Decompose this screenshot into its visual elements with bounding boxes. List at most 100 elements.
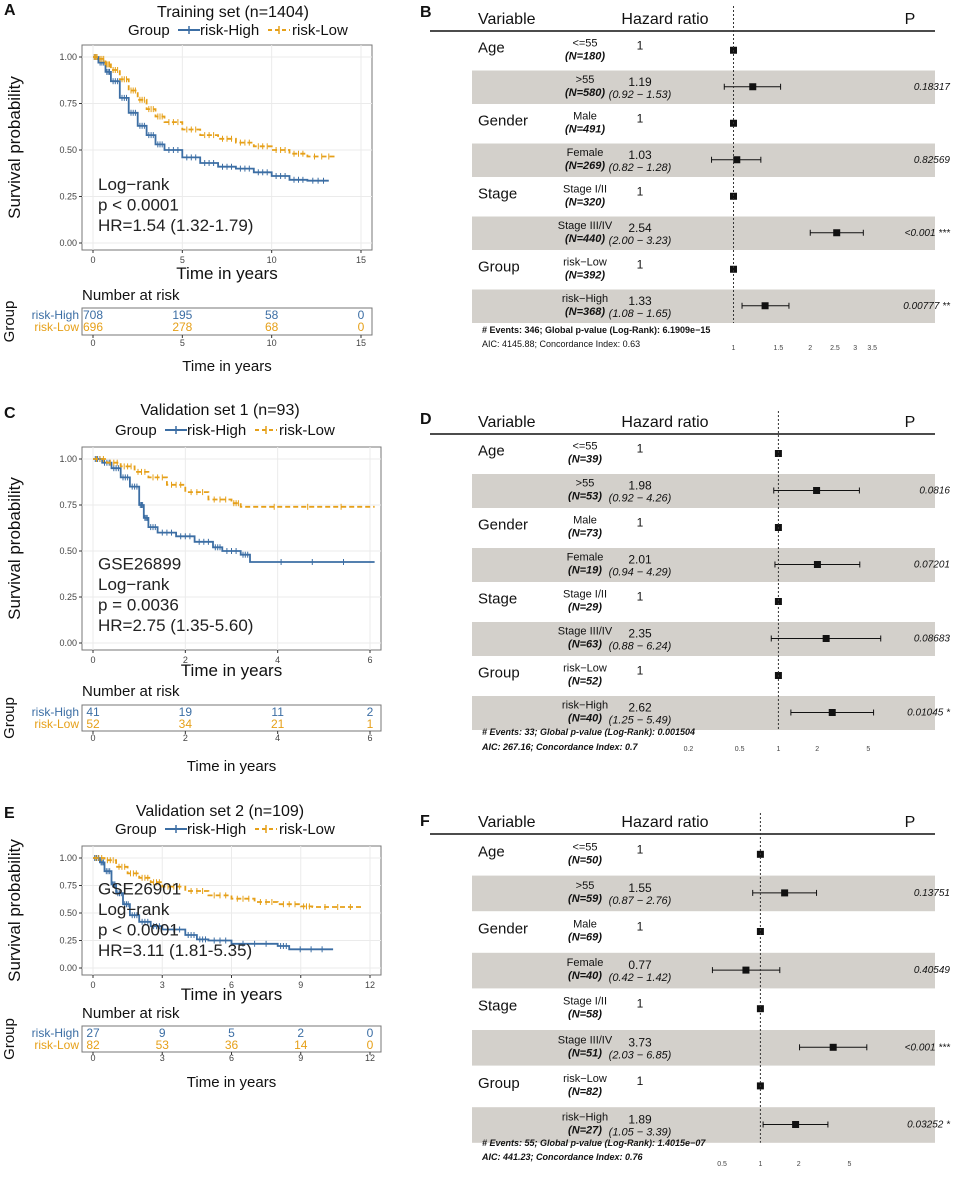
forest-p-value: 0.03252 * xyxy=(907,1120,951,1131)
forest-hr-marker xyxy=(774,450,782,457)
risk-x-tick-label: 0 xyxy=(90,1053,95,1063)
y-tick-label: 0.50 xyxy=(59,546,77,556)
forest-level: Stage III/IV xyxy=(558,220,613,232)
y-tick-label: 0.50 xyxy=(59,145,77,155)
y-axis-label: Survival probability xyxy=(5,477,24,620)
forest-axis-tick-label: 2.5 xyxy=(830,345,840,352)
forest-variable: Stage xyxy=(478,998,517,1015)
forest-footer-aic: AIC: 441.23; Concordance Index: 0.76 xyxy=(481,1152,644,1162)
risk-table-area xyxy=(81,1025,382,1053)
forest-p-value: 0.07201 xyxy=(914,560,950,571)
forest-hr-value: 2.01 xyxy=(628,553,652,567)
forest-hr-value: 1 xyxy=(637,842,644,856)
forest-variable: Group xyxy=(478,1075,520,1092)
forest-hr-marker xyxy=(730,265,738,273)
forest-hr-value: 1 xyxy=(637,111,644,125)
risk-row-label-low: risk-Low xyxy=(34,717,79,731)
forest-level: <=55 xyxy=(572,841,597,853)
forest-footer-aic: AIC: 267.16; Concordance Index: 0.7 xyxy=(481,742,639,752)
risk-x-tick-label: 0 xyxy=(90,733,95,743)
risk-y-label: Group xyxy=(1,697,18,739)
forest-level: Female xyxy=(567,552,604,564)
forest-row-band xyxy=(472,875,935,912)
forest-axis-tick-label: 2 xyxy=(815,746,819,753)
legend-title: Group xyxy=(115,821,157,838)
forest-n: (N=392) xyxy=(565,269,605,281)
x-tick-label: 0 xyxy=(90,255,95,265)
risk-count-high: 11 xyxy=(271,705,284,719)
forest-ci-text: (1.08 − 1.65) xyxy=(609,308,672,320)
forest-n: (N=63) xyxy=(568,639,602,651)
x-axis-label: Time in years xyxy=(181,985,282,1004)
forest-hr-value: 1.98 xyxy=(628,479,652,493)
x-tick-label: 10 xyxy=(267,255,277,265)
y-tick-label: 0.00 xyxy=(59,638,77,648)
y-tick-label: 0.25 xyxy=(59,936,77,946)
risk-table-title: Number at risk xyxy=(82,683,180,700)
forest-variable: Age xyxy=(478,443,505,460)
forest-hr-value: 2.35 xyxy=(628,627,652,641)
forest-level: Stage I/II xyxy=(563,589,607,601)
risk-y-label: Group xyxy=(1,1018,18,1060)
legend-title: Group xyxy=(128,22,170,39)
legend-high-label: risk-High xyxy=(187,821,246,838)
forest-level: Male xyxy=(573,110,597,122)
forest-hr-marker xyxy=(822,635,830,642)
legend-low-label: risk-Low xyxy=(279,821,335,838)
forest-hr-value: 1.89 xyxy=(628,1113,652,1127)
legend-high-label: risk-High xyxy=(200,22,259,39)
forest-ci-text: (1.05 − 3.39) xyxy=(609,1127,672,1139)
risk-x-axis-label: Time in years xyxy=(187,1074,276,1091)
forest-variable: Age xyxy=(478,39,505,56)
forest-row-band xyxy=(472,474,935,508)
legend-title: Group xyxy=(115,422,157,439)
forest-variable: Gender xyxy=(478,921,528,938)
forest-ci-text: (2.00 − 3.23) xyxy=(609,235,672,247)
forest-hr-marker xyxy=(792,1121,800,1128)
forest-n: (N=27) xyxy=(568,1125,602,1137)
forest-axis-tick-label: 5 xyxy=(847,1161,851,1168)
forest-header-variable: Variable xyxy=(478,11,536,28)
forest-header-variable: Variable xyxy=(478,814,536,831)
forest-n: (N=58) xyxy=(568,1009,602,1021)
y-tick-label: 0.00 xyxy=(59,963,77,973)
risk-count-low: 21 xyxy=(271,717,285,731)
panel-letter: E xyxy=(4,805,15,822)
forest-variable: Group xyxy=(478,258,520,275)
y-tick-label: 0.75 xyxy=(59,500,77,510)
forest-level: Female xyxy=(567,957,604,969)
x-tick-label: 0 xyxy=(90,655,95,665)
risk-count-low: 0 xyxy=(358,320,365,334)
risk-count-high: 58 xyxy=(265,308,279,322)
forest-hr-value: 1 xyxy=(637,664,644,678)
km-plot-area xyxy=(81,44,373,251)
forest-variable: Gender xyxy=(478,112,528,129)
forest-ci-text: (2.03 − 6.85) xyxy=(609,1049,672,1061)
risk-count-high: 9 xyxy=(159,1026,166,1040)
risk-row-label-high: risk-High xyxy=(32,1026,79,1040)
risk-x-tick-label: 0 xyxy=(90,338,95,348)
risk-row-label-high: risk-High xyxy=(32,705,79,719)
risk-count-high: 0 xyxy=(358,308,365,322)
forest-axis-tick-label: 3 xyxy=(853,345,857,352)
forest-level: Female xyxy=(567,147,604,159)
km-annotation: HR=3.11 (1.81-5.35) xyxy=(98,941,252,960)
x-tick-label: 15 xyxy=(356,255,366,265)
forest-row-band xyxy=(472,70,935,104)
km-annotation: p < 0.0001 xyxy=(98,921,179,940)
forest-n: (N=368) xyxy=(565,306,605,318)
x-tick-label: 6 xyxy=(367,655,372,665)
forest-hr-marker xyxy=(774,598,782,605)
x-tick-label: 6 xyxy=(229,980,234,990)
forest-n: (N=19) xyxy=(568,565,602,577)
forest-axis-tick-label: 1 xyxy=(758,1161,762,1168)
forest-p-value: 0.13751 xyxy=(914,888,950,899)
km-panel-e: E Validation set 2 (n=109)Group risk-High r… xyxy=(1,803,382,1091)
risk-count-high: 195 xyxy=(172,308,192,322)
risk-count-low: 34 xyxy=(179,717,193,731)
risk-table-title: Number at risk xyxy=(82,287,180,304)
y-tick-label: 0.00 xyxy=(59,238,77,248)
forest-level: Male xyxy=(573,919,597,931)
km-title: Training set (n=1404) xyxy=(157,4,309,21)
x-tick-label: 2 xyxy=(183,655,188,665)
